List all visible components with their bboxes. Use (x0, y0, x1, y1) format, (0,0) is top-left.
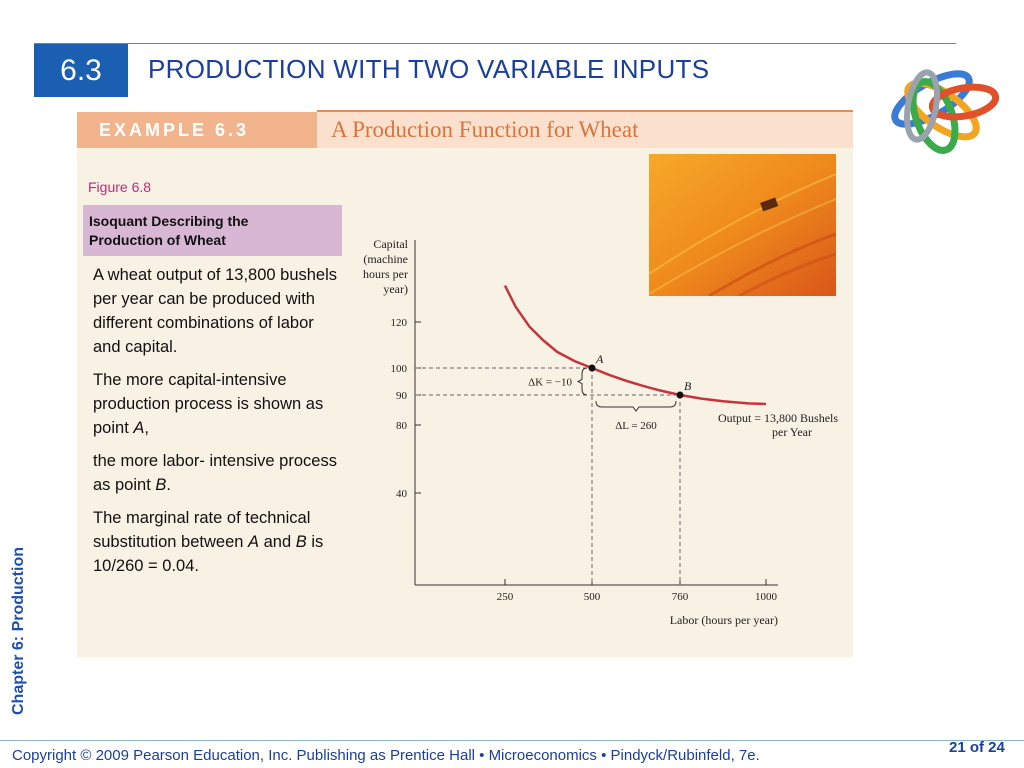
text-span: the more labor- intensive process as poi… (93, 452, 337, 494)
paragraph-point-a: The more capital-intensive production pr… (93, 368, 338, 440)
slide-title: PRODUCTION WITH TWO VARIABLE INPUTS (148, 54, 710, 84)
paragraph-output: A wheat output of 13,800 bushels per yea… (93, 266, 338, 356)
text-span: , (144, 419, 149, 437)
x-tick-label: 1000 (755, 591, 778, 603)
text-span: and (259, 533, 296, 551)
point-a-ref: A (133, 419, 145, 437)
point-a (588, 364, 596, 372)
y-tick-label: 120 (391, 317, 408, 329)
point-b-ref: B (295, 533, 307, 551)
delta-k-bracket (576, 367, 588, 396)
delta-l-bracket (595, 400, 677, 412)
copyright-text: Copyright © 2009 Pearson Education, Inc.… (12, 747, 760, 764)
text-span: is 10/260 = 0.04. (93, 533, 324, 575)
figure-caption-line-1: Isoquant Describing the (89, 213, 249, 229)
y-axis-label: Capital (373, 237, 408, 251)
wheat-field-photo (649, 154, 836, 296)
output-label-line-2: per Year (772, 425, 812, 439)
paragraph-mrts: The marginal rate of technical substitut… (93, 506, 338, 578)
output-label-line-1: Output = 13,800 Bushels (718, 411, 838, 425)
paragraph-point-b: the more labor- intensive process as poi… (93, 449, 338, 497)
figure-caption: Isoquant Describing the Production of Wh… (83, 205, 342, 256)
point-a-ref: A (248, 533, 260, 551)
y-tick-label: 80 (396, 420, 408, 432)
delta-k-label: ΔK = −10 (528, 377, 572, 389)
section-number: 6.3 (34, 44, 128, 97)
example-title: A Production Function for Wheat (317, 112, 853, 148)
body-text: A wheat output of 13,800 bushels per yea… (93, 263, 338, 587)
example-label: EXAMPLE 6.3 (77, 112, 317, 148)
x-tick-label: 250 (497, 591, 514, 603)
page-number: 21 of 24 (949, 739, 1005, 756)
rings-logo (891, 69, 1000, 154)
point-label-a: A (595, 352, 604, 366)
example-rule (317, 110, 853, 112)
text-span: The more capital-intensive production pr… (93, 371, 324, 437)
text-span: . (166, 476, 171, 494)
y-tick-label: 100 (391, 363, 408, 375)
y-tick-label: 90 (396, 390, 408, 402)
chapter-label: Chapter 6: Production (10, 546, 27, 715)
isoquant-curve (503, 285, 767, 406)
delta-l-label: ΔL = 260 (615, 420, 657, 432)
y-axis-label: hours per (363, 267, 408, 281)
x-tick-label: 500 (584, 591, 601, 603)
figure-caption-line-2: Production of Wheat (89, 232, 226, 248)
footer-rule (0, 740, 1024, 741)
y-axis-label: year) (383, 282, 408, 296)
x-tick-label: 760 (672, 591, 689, 603)
point-b (676, 391, 684, 399)
header-rule (34, 43, 956, 44)
text-span: The marginal rate of technical substitut… (93, 509, 311, 551)
point-b-ref: B (155, 476, 167, 494)
y-tick-label: 40 (396, 488, 408, 500)
x-axis-label: Labor (hours per year) (670, 613, 778, 627)
y-axis-label: (machine (363, 252, 408, 266)
point-label-b: B (684, 379, 692, 393)
figure-label: Figure 6.8 (88, 179, 152, 195)
